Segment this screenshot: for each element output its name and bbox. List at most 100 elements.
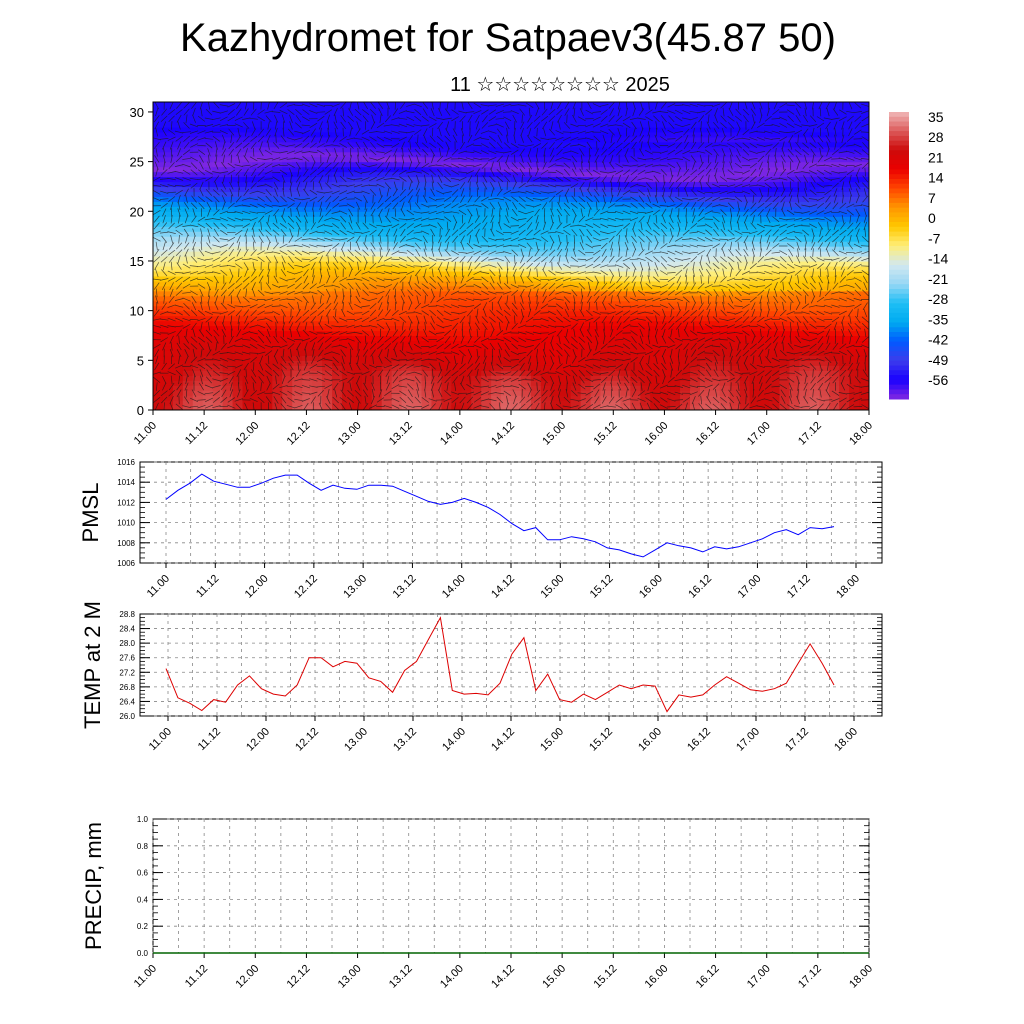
temperature-cell — [491, 295, 502, 302]
temperature-cell — [540, 246, 552, 252]
wind-vector — [185, 328, 188, 338]
temperature-cell — [252, 315, 263, 322]
temperature-cell — [759, 106, 771, 113]
temperature-cell — [471, 251, 482, 257]
temperature-cell — [332, 186, 343, 193]
temperature-cell — [839, 325, 850, 332]
wind-vector — [227, 217, 236, 222]
temperature-cell — [759, 400, 771, 406]
temperature-cell — [789, 141, 800, 148]
temperature-cell — [282, 256, 293, 262]
temperature-cell — [441, 310, 452, 317]
wind-vector — [162, 121, 167, 130]
temperature-cell — [540, 285, 552, 292]
temperature-cell — [292, 246, 303, 252]
temperature-cell — [272, 370, 283, 376]
temperature-cell — [849, 186, 860, 193]
temperature-cell — [670, 275, 681, 282]
temperature-cell — [232, 335, 244, 342]
temperature-cell — [341, 236, 353, 242]
temperature-cell — [222, 330, 234, 337]
temperature-cell — [411, 156, 423, 163]
temperature-cell — [530, 102, 542, 108]
temperature-cell — [600, 241, 612, 247]
temperature-cell — [550, 300, 562, 307]
temperature-cell — [172, 370, 184, 376]
wind-vector — [174, 325, 184, 328]
temperature-cell — [749, 310, 761, 317]
temperature-cell — [401, 285, 413, 292]
temperature-cell — [461, 380, 472, 386]
temperature-cell — [153, 395, 164, 401]
temperature-cell — [431, 335, 442, 342]
temperature-cell — [859, 355, 869, 361]
temperature-cell — [371, 151, 383, 158]
temperature-cell — [739, 236, 751, 242]
temperature-cell — [699, 251, 711, 257]
temperature-cell — [471, 121, 482, 128]
temperature-cell — [620, 211, 631, 217]
temperature-cell — [162, 365, 174, 371]
temperature-cell — [709, 285, 721, 292]
temperature-cell — [312, 111, 323, 118]
wind-vector — [228, 128, 235, 136]
temperature-cell — [699, 400, 711, 406]
temperature-cell — [829, 211, 840, 217]
wind-vector — [176, 329, 182, 337]
temperature-cell — [799, 106, 810, 113]
temperature-cell — [839, 151, 850, 158]
temperature-cell — [520, 335, 532, 342]
temperature-cell — [481, 365, 492, 371]
temperature-cell — [202, 206, 214, 212]
temperature-cell — [272, 300, 283, 307]
temperature-cell — [232, 380, 244, 386]
temperature-cell — [809, 111, 820, 118]
temperature-cell — [570, 315, 582, 322]
temperature-cell — [471, 186, 482, 193]
temperature-cell — [202, 405, 214, 410]
temperature-cell — [809, 136, 820, 143]
temperature-cell — [441, 106, 452, 113]
temperature-cell — [451, 405, 462, 410]
wind-vector — [155, 168, 159, 177]
temperature-cell — [699, 390, 711, 396]
temperature-cell — [839, 335, 850, 342]
temperature-cell — [361, 221, 373, 227]
temperature-cell — [670, 246, 681, 252]
temperature-cell — [411, 116, 423, 123]
temperature-cell — [252, 216, 263, 222]
temperature-cell — [282, 216, 293, 222]
temperature-cell — [411, 345, 423, 351]
wind-vector — [167, 331, 176, 335]
temperature-cell — [719, 315, 731, 322]
temperature-cell — [431, 260, 442, 267]
temperature-cell — [361, 121, 373, 128]
temperature-cell — [212, 196, 224, 202]
temperature-cell — [441, 265, 452, 272]
temperature-cell — [630, 385, 641, 391]
temperature-cell — [153, 102, 164, 108]
temperature-cell — [670, 201, 681, 207]
temperature-cell — [332, 256, 343, 262]
temperature-cell — [690, 385, 701, 391]
temperature-cell — [481, 285, 492, 292]
temperature-cell — [381, 136, 393, 143]
temperature-cell — [351, 131, 363, 138]
temperature-cell — [222, 191, 234, 197]
temperature-cell — [849, 166, 860, 173]
temperature-cell — [789, 111, 800, 118]
temperature-cell — [332, 315, 343, 322]
temperature-cell — [192, 161, 204, 168]
temperature-cell — [391, 305, 403, 312]
temperature-cell — [192, 141, 204, 148]
temperature-cell — [819, 365, 830, 371]
temperature-cell — [809, 106, 820, 113]
temperature-cell — [829, 236, 840, 242]
temperature-cell — [172, 106, 184, 113]
temperature-cell — [709, 295, 721, 302]
temperature-cell — [252, 345, 263, 351]
temperature-cell — [501, 186, 512, 193]
temperature-cell — [520, 151, 532, 158]
temperature-cell — [272, 176, 283, 183]
temperature-cell — [690, 251, 701, 257]
